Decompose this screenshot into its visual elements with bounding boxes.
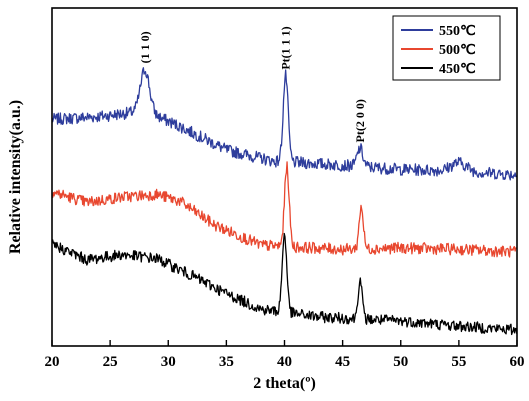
x-tick-label: 50 — [393, 354, 408, 370]
x-tick-label: 40 — [277, 354, 292, 370]
legend: 550℃ 500℃ 450℃ — [392, 15, 501, 81]
series-line-2 — [51, 232, 518, 336]
x-tick-label: 20 — [45, 354, 60, 370]
x-tick-label: 35 — [219, 354, 234, 370]
peak-annotation: Pt(1 1 1) — [279, 26, 293, 69]
legend-label: 450℃ — [439, 62, 476, 77]
x-tick-label: 30 — [161, 354, 176, 370]
peak-annotations: (1 1 0) Pt(1 1 1) Pt(2 0 0) — [138, 26, 367, 142]
x-tick-label: 25 — [103, 354, 118, 370]
series-line-0 — [51, 67, 517, 181]
legend-label: 500℃ — [439, 43, 476, 58]
plot-area — [51, 67, 518, 336]
x-axis-ticks: 20 25 30 35 40 45 50 55 60 — [45, 340, 525, 370]
x-tick-label: 45 — [335, 354, 350, 370]
x-axis-title: 2 theta(º) — [253, 375, 316, 392]
peak-annotation: Pt(2 0 0) — [353, 99, 367, 142]
y-axis-title: Relative intensity(a.u.) — [7, 100, 24, 254]
peak-annotation: (1 1 0) — [138, 31, 152, 63]
x-tick-label: 55 — [451, 354, 466, 370]
legend-label: 550℃ — [439, 24, 476, 39]
x-tick-label: 60 — [510, 354, 525, 370]
series-line-1 — [51, 161, 517, 258]
